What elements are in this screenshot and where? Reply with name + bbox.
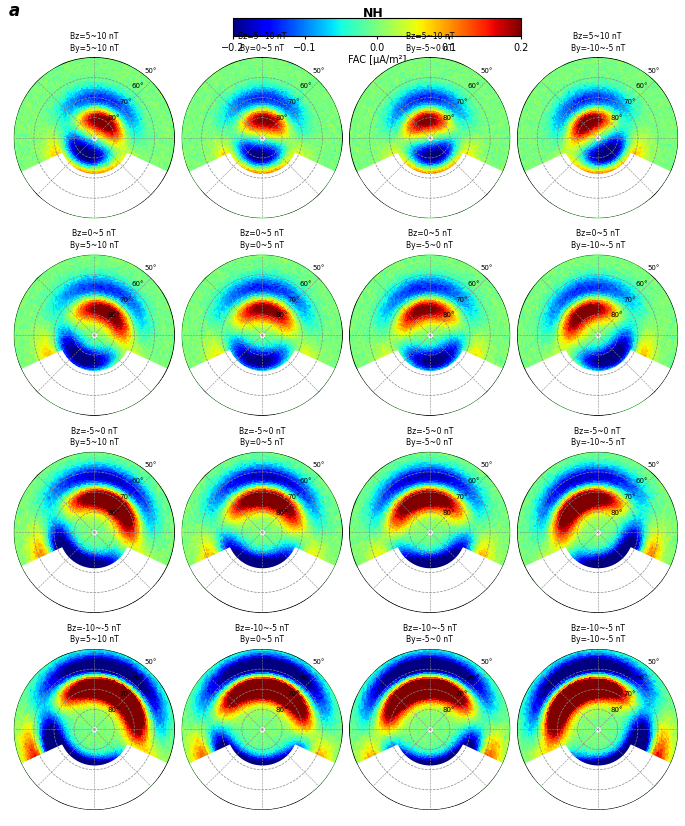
Text: 70°: 70°: [288, 691, 300, 697]
Text: Bz=-5~0 nT: Bz=-5~0 nT: [575, 427, 621, 435]
Text: Bz=-10~-5 nT: Bz=-10~-5 nT: [571, 624, 625, 633]
Text: 60°: 60°: [636, 281, 648, 287]
Text: a: a: [8, 2, 19, 21]
Text: 60°: 60°: [636, 83, 648, 89]
Text: By=-5~0 nT: By=-5~0 nT: [406, 240, 453, 249]
Text: Bz=-10~-5 nT: Bz=-10~-5 nT: [67, 624, 121, 633]
Text: 80°: 80°: [107, 312, 120, 318]
Text: 50°: 50°: [480, 659, 493, 665]
Text: By=-10~-5 nT: By=-10~-5 nT: [571, 635, 625, 644]
Text: By=0~5 nT: By=0~5 nT: [240, 44, 284, 53]
Text: 70°: 70°: [456, 297, 468, 302]
Text: 60°: 60°: [300, 281, 312, 287]
Text: 50°: 50°: [145, 68, 157, 74]
Text: 50°: 50°: [312, 462, 325, 468]
Text: 60°: 60°: [468, 478, 480, 484]
Text: Bz=5~10 nT: Bz=5~10 nT: [406, 32, 454, 41]
Text: 80°: 80°: [275, 312, 288, 318]
Text: 70°: 70°: [623, 691, 636, 697]
Text: 50°: 50°: [145, 265, 157, 271]
Text: By=-5~0 nT: By=-5~0 nT: [406, 438, 453, 447]
Text: 50°: 50°: [480, 265, 493, 271]
Text: 50°: 50°: [480, 462, 493, 468]
Text: 70°: 70°: [456, 494, 468, 500]
Text: By=-5~0 nT: By=-5~0 nT: [406, 635, 453, 644]
Text: 50°: 50°: [480, 68, 493, 74]
Text: 70°: 70°: [120, 494, 132, 500]
Text: By=5~10 nT: By=5~10 nT: [70, 438, 119, 447]
Text: 50°: 50°: [312, 68, 325, 74]
Text: 70°: 70°: [623, 297, 636, 302]
Text: 60°: 60°: [636, 478, 648, 484]
Text: 50°: 50°: [312, 265, 325, 271]
Text: 70°: 70°: [456, 99, 468, 106]
Text: 80°: 80°: [610, 510, 623, 515]
Text: 70°: 70°: [288, 494, 300, 500]
Text: 60°: 60°: [468, 281, 480, 287]
Text: 50°: 50°: [145, 462, 157, 468]
Text: 50°: 50°: [648, 659, 660, 665]
Text: 80°: 80°: [275, 115, 288, 121]
Text: Bz=0~5 nT: Bz=0~5 nT: [576, 230, 619, 239]
Text: By=-5~0 nT: By=-5~0 nT: [406, 44, 453, 53]
Text: 80°: 80°: [610, 707, 623, 713]
Text: Bz=-5~0 nT: Bz=-5~0 nT: [239, 427, 285, 435]
Text: Bz=5~10 nT: Bz=5~10 nT: [238, 32, 286, 41]
Text: 70°: 70°: [288, 99, 300, 106]
Text: 50°: 50°: [648, 68, 660, 74]
Text: 60°: 60°: [132, 675, 145, 681]
Text: By=0~5 nT: By=0~5 nT: [240, 635, 284, 644]
Text: By=0~5 nT: By=0~5 nT: [240, 240, 284, 249]
Text: 50°: 50°: [145, 659, 157, 665]
Text: 80°: 80°: [443, 510, 456, 515]
Text: 80°: 80°: [275, 510, 288, 515]
Text: 50°: 50°: [648, 265, 660, 271]
Text: Bz=-5~0 nT: Bz=-5~0 nT: [71, 427, 117, 435]
Text: 50°: 50°: [312, 659, 325, 665]
Text: 60°: 60°: [132, 83, 145, 89]
X-axis label: FAC [μA/m²]: FAC [μA/m²]: [347, 55, 406, 64]
Text: NH: NH: [363, 7, 384, 21]
Text: 60°: 60°: [300, 478, 312, 484]
Text: Bz=5~10 nT: Bz=5~10 nT: [573, 32, 622, 41]
Text: By=5~10 nT: By=5~10 nT: [70, 635, 119, 644]
Text: 50°: 50°: [648, 462, 660, 468]
Text: By=-10~-5 nT: By=-10~-5 nT: [571, 240, 625, 249]
Text: Bz=0~5 nT: Bz=0~5 nT: [73, 230, 116, 239]
Text: 80°: 80°: [610, 312, 623, 318]
Text: 80°: 80°: [443, 312, 456, 318]
Text: Bz=-5~0 nT: Bz=-5~0 nT: [407, 427, 453, 435]
Text: 70°: 70°: [456, 691, 468, 697]
Text: Bz=-10~-5 nT: Bz=-10~-5 nT: [235, 624, 289, 633]
Text: By=5~10 nT: By=5~10 nT: [70, 44, 119, 53]
Text: 70°: 70°: [623, 494, 636, 500]
Text: Bz=0~5 nT: Bz=0~5 nT: [408, 230, 451, 239]
Text: 80°: 80°: [107, 115, 120, 121]
Text: Bz=-10~-5 nT: Bz=-10~-5 nT: [403, 624, 457, 633]
Text: 60°: 60°: [132, 281, 145, 287]
Text: 60°: 60°: [468, 83, 480, 89]
Text: 70°: 70°: [120, 99, 132, 106]
Text: 60°: 60°: [468, 675, 480, 681]
Text: 80°: 80°: [443, 707, 456, 713]
Text: By=0~5 nT: By=0~5 nT: [240, 438, 284, 447]
Text: 70°: 70°: [288, 297, 300, 302]
Text: By=-10~-5 nT: By=-10~-5 nT: [571, 438, 625, 447]
Text: 60°: 60°: [636, 675, 648, 681]
Text: 70°: 70°: [120, 297, 132, 302]
Text: 60°: 60°: [300, 675, 312, 681]
Text: By=-10~-5 nT: By=-10~-5 nT: [571, 44, 625, 53]
Text: 80°: 80°: [443, 115, 456, 121]
Text: 80°: 80°: [107, 707, 120, 713]
Text: 80°: 80°: [275, 707, 288, 713]
Text: 70°: 70°: [120, 691, 132, 697]
Text: 60°: 60°: [300, 83, 312, 89]
Text: Bz=5~10 nT: Bz=5~10 nT: [70, 32, 119, 41]
Text: 80°: 80°: [610, 115, 623, 121]
Text: 70°: 70°: [623, 99, 636, 106]
Text: By=5~10 nT: By=5~10 nT: [70, 240, 119, 249]
Text: 60°: 60°: [132, 478, 145, 484]
Text: 80°: 80°: [107, 510, 120, 515]
Text: Bz=0~5 nT: Bz=0~5 nT: [240, 230, 284, 239]
